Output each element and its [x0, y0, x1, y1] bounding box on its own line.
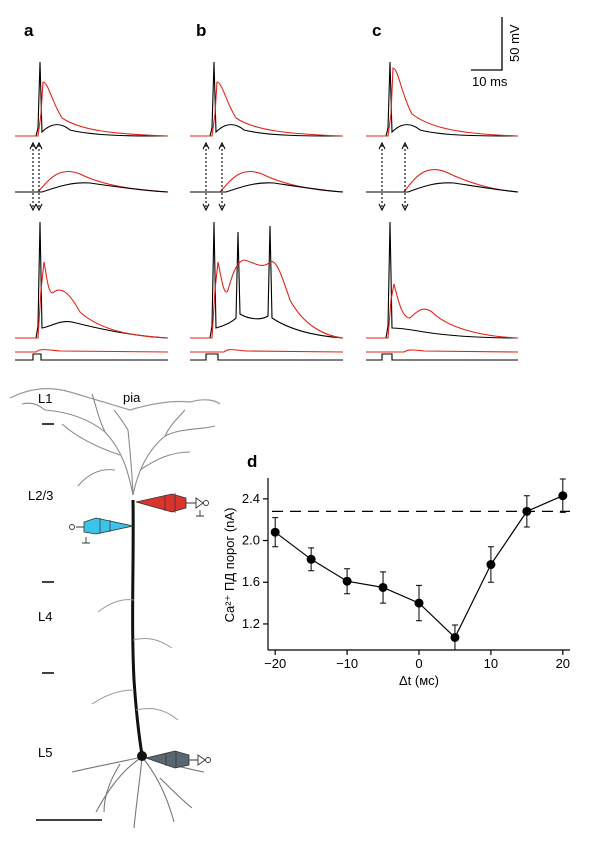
arrow-heads-a [29, 141, 43, 212]
apical-tuft [21, 393, 216, 496]
trace-b-bot-black [190, 221, 344, 339]
chart-d: −20 −10 0 10 20 1.2 1.6 2.0 2.4 Δt (мс) Ca²⁺ ПД … [222, 478, 570, 688]
trace-c-stim [366, 353, 518, 361]
y-tick-label: 2.0 [242, 533, 260, 548]
chart-axes [263, 478, 570, 655]
pia-surface [9, 388, 221, 411]
neuron-morphology: L1 pia L2/3 L4 L5 [9, 388, 221, 829]
trace-a-top-red [15, 81, 169, 137]
trace-c-bot-black [366, 221, 519, 339]
basal-dendrites [71, 756, 205, 829]
y-tick-label: 1.2 [242, 616, 260, 631]
trace-b-top-red [190, 81, 344, 137]
trace-c-bot-red [366, 283, 519, 339]
panel-c-traces [366, 61, 519, 361]
trace-a-mid-black [15, 182, 169, 193]
trace-b-stim [190, 353, 343, 361]
x-tick-label: 0 [415, 656, 422, 671]
data-point [450, 632, 460, 642]
arrow-heads-b [202, 141, 226, 212]
chart-x-label: Δt (мс) [399, 673, 439, 688]
gray-electrode [144, 750, 211, 769]
layer-label-l5: L5 [38, 745, 52, 760]
chart-points [270, 491, 568, 642]
panel-label-c: c [372, 21, 381, 40]
trace-c-current-red [366, 349, 519, 353]
trace-c-top-red [366, 67, 519, 137]
layer-label-l1: L1 [38, 391, 52, 406]
y-tick-label: 1.6 [242, 574, 260, 589]
x-tick-label: 20 [556, 656, 570, 671]
trace-b-current-red [190, 349, 344, 353]
data-point [342, 576, 352, 586]
data-point [414, 598, 424, 608]
pia-label: pia [123, 390, 141, 405]
trace-c-mid-black [366, 182, 519, 193]
oblique-dendrites [91, 599, 179, 721]
trace-b-mid-red [190, 170, 344, 193]
trace-b-bot-red [190, 259, 344, 339]
x-tick-label: −10 [336, 656, 358, 671]
trace-b-mid-black [190, 182, 344, 193]
panel-a-traces [15, 61, 169, 361]
trace-c-top-black [366, 61, 519, 137]
cyan-electrode [69, 517, 134, 544]
x-tick-label: −20 [264, 656, 286, 671]
chart-error-bars [272, 478, 566, 651]
trace-a-bot-red [15, 261, 169, 339]
red-electrode [135, 493, 209, 517]
layer-boundaries [42, 423, 54, 674]
y-tick-label: 2.4 [242, 491, 260, 506]
data-point [558, 491, 568, 501]
apical-trunk [131, 499, 144, 756]
trace-a-current-red [15, 349, 169, 353]
panel-label-a: a [24, 21, 34, 40]
chart-y-label: Ca²⁺ ПД порог (nA) [222, 508, 237, 623]
trace-a-stim [15, 353, 168, 361]
trace-a-mid-red [15, 170, 169, 193]
scale-bar-voltage: 50 mV [507, 24, 522, 62]
data-point [270, 527, 280, 537]
soma [137, 751, 147, 761]
data-point [378, 582, 388, 592]
panel-label-b: b [196, 21, 206, 40]
scale-bar-time: 10 ms [472, 74, 508, 89]
x-tick-label: 10 [484, 656, 498, 671]
data-point [306, 554, 316, 564]
chart-tick-labels: −20 −10 0 10 20 1.2 1.6 2.0 2.4 [242, 491, 570, 671]
arrow-heads-c [378, 141, 409, 212]
layer-label-l4: L4 [38, 609, 52, 624]
data-point [522, 506, 532, 516]
layer-label-l23: L2/3 [28, 488, 53, 503]
trace-b-top-black [190, 61, 344, 137]
trace-a-top-black [15, 61, 169, 137]
data-point [486, 560, 496, 570]
panel-b-traces [190, 61, 344, 361]
scale-bar: 50 mV 10 ms [471, 17, 522, 89]
scale-bar-lines [471, 17, 503, 71]
panel-label-d: d [247, 452, 257, 471]
